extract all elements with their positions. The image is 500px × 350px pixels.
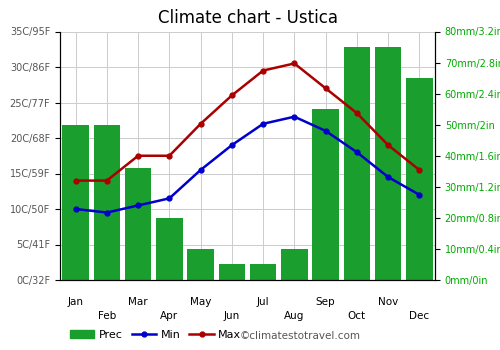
Bar [406,78,432,280]
Bar [375,47,402,280]
Bar [218,265,245,280]
Title: Climate chart - Ustica: Climate chart - Ustica [158,9,338,27]
Text: Oct: Oct [348,310,366,321]
Text: Dec: Dec [410,310,430,321]
Bar [312,109,339,280]
Text: Apr: Apr [160,310,178,321]
Bar [344,47,370,280]
Bar [156,218,182,280]
Text: Jun: Jun [224,310,240,321]
Text: Jul: Jul [257,297,270,307]
Bar [125,168,152,280]
Text: Aug: Aug [284,310,304,321]
Text: Sep: Sep [316,297,336,307]
Text: Nov: Nov [378,297,398,307]
Bar [188,249,214,280]
Bar [250,265,276,280]
Text: May: May [190,297,212,307]
Text: ©climatestotravel.com: ©climatestotravel.com [240,331,361,341]
Bar [281,249,307,280]
Text: Jan: Jan [68,297,84,307]
Bar [94,125,120,280]
Text: Feb: Feb [98,310,116,321]
Bar [62,125,89,280]
Legend: Prec, Min, Max: Prec, Min, Max [66,325,246,344]
Text: Mar: Mar [128,297,148,307]
